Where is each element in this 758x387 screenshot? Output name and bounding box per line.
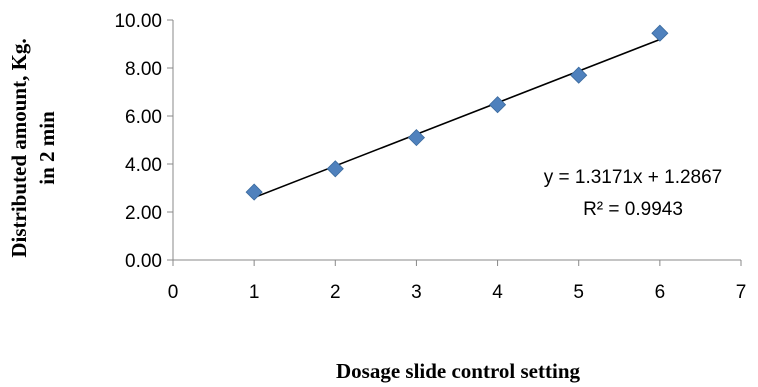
data-point bbox=[407, 129, 425, 147]
y-tick-label: 8.00 bbox=[125, 59, 162, 80]
x-tick-label: 3 bbox=[411, 282, 422, 303]
x-tick-label: 6 bbox=[655, 282, 666, 303]
x-axis-ticks: 0 1 2 3 4 5 6 7 bbox=[168, 260, 747, 303]
x-tick-label: 0 bbox=[168, 282, 179, 303]
trendline-equation: y = 1.3171x + 1.2867 bbox=[544, 167, 723, 188]
y-tick-label: 2.00 bbox=[125, 203, 162, 224]
y-tick-label: 10.00 bbox=[114, 11, 162, 32]
data-point bbox=[245, 183, 263, 201]
r-squared-label: R² = 0.9943 bbox=[583, 199, 683, 220]
x-tick-label: 5 bbox=[573, 282, 584, 303]
data-point bbox=[489, 96, 507, 114]
data-point bbox=[570, 66, 588, 84]
y-axis-title: Distributed amount, Kg. in 2 min bbox=[7, 38, 59, 257]
data-points bbox=[245, 24, 669, 201]
y-tick-label: 0.00 bbox=[125, 251, 162, 272]
x-tick-label: 1 bbox=[249, 282, 260, 303]
x-tick-label: 2 bbox=[330, 282, 341, 303]
y-axis-title-line-1: Distributed amount, Kg. bbox=[7, 38, 31, 257]
y-tick-label: 6.00 bbox=[125, 107, 162, 128]
data-point bbox=[651, 24, 669, 42]
y-axis-ticks: 0.00 2.00 4.00 6.00 8.00 10.00 bbox=[114, 11, 173, 272]
x-tick-label: 4 bbox=[492, 282, 503, 303]
data-point bbox=[326, 160, 344, 178]
y-tick-label: 4.00 bbox=[125, 155, 162, 176]
x-tick-label: 7 bbox=[736, 282, 747, 303]
y-axis-title-line-2: in 2 min bbox=[35, 111, 59, 185]
linear-trendline bbox=[253, 38, 661, 199]
x-axis-title: Dosage slide control setting bbox=[336, 359, 581, 383]
